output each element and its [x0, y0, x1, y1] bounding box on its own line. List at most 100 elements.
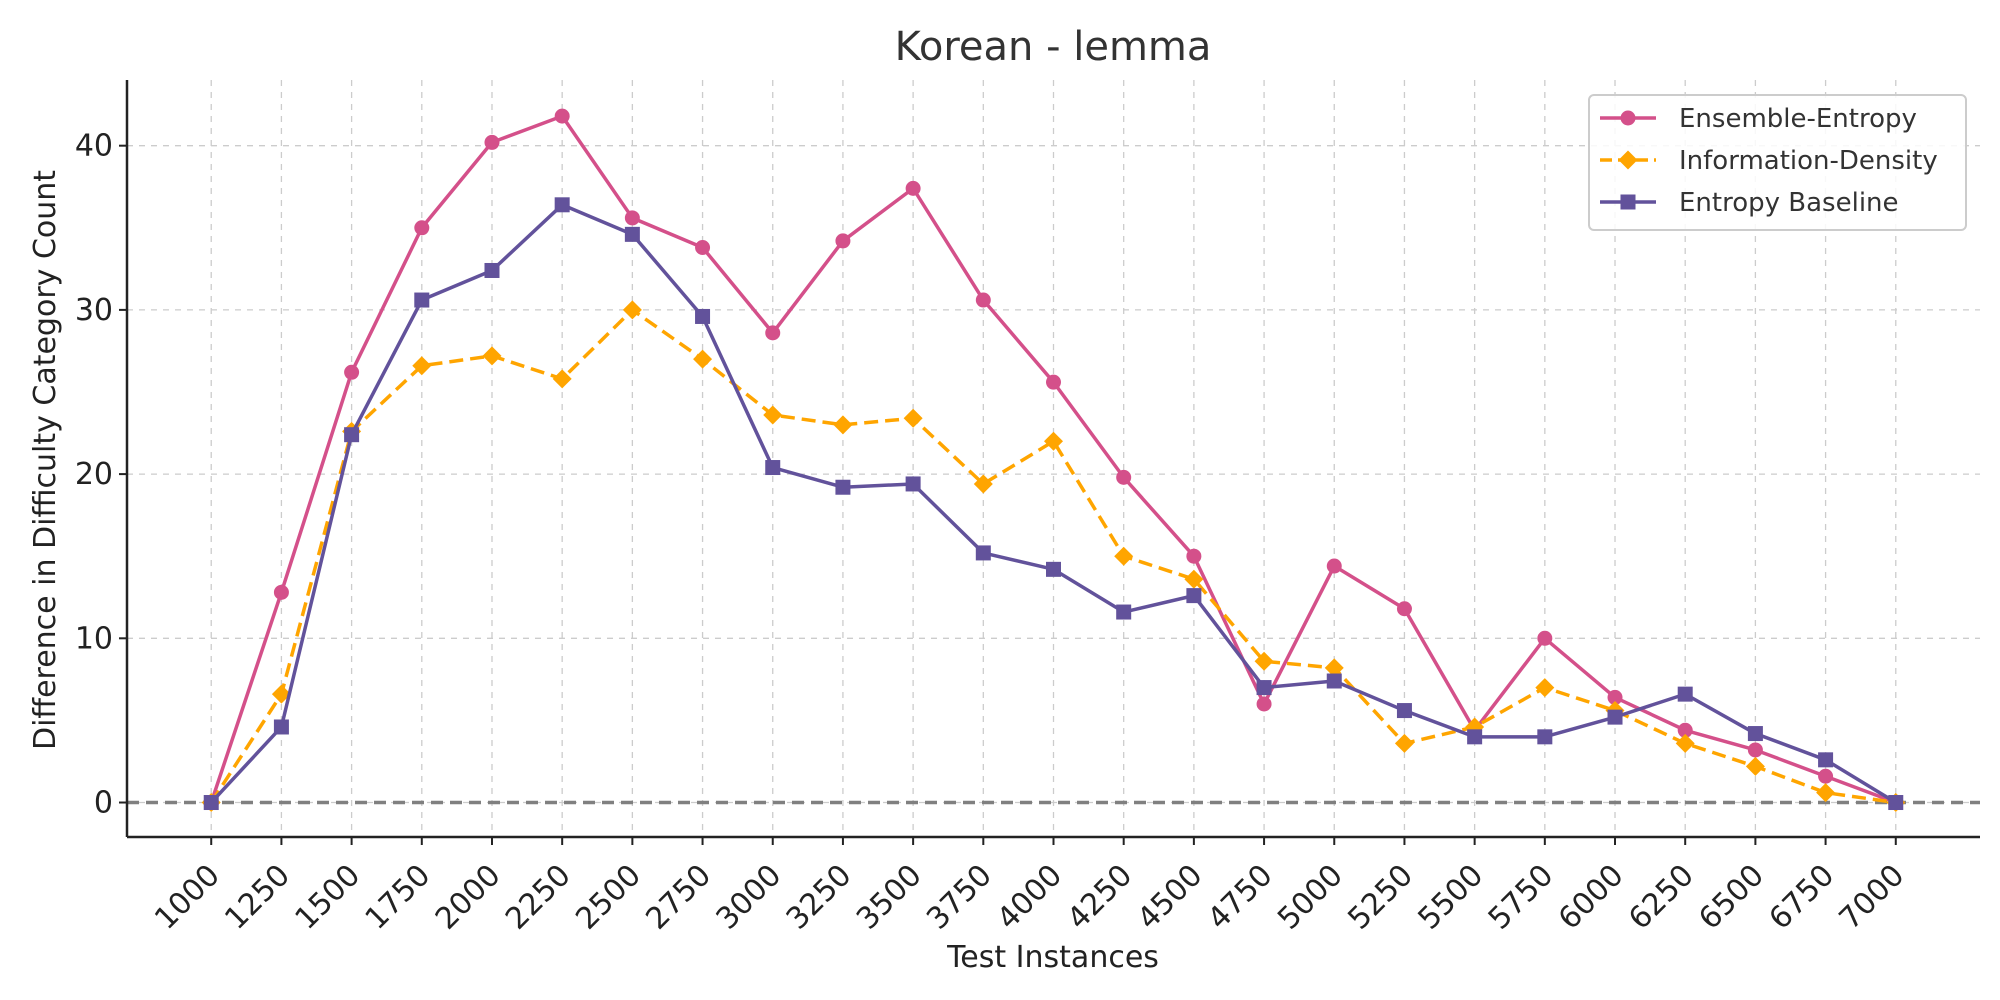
chart-title: Korean - lemma	[895, 24, 1212, 70]
legend-label: Entropy Baseline	[1679, 188, 1899, 218]
y-tick-label: 30	[75, 293, 113, 328]
data-point	[622, 300, 642, 320]
y-axis-label: Difference in Difficulty Category Count	[28, 170, 63, 750]
data-point	[903, 408, 923, 428]
series-ensemble-entropy	[203, 108, 1904, 811]
x-tick-label: 3500	[850, 858, 929, 937]
data-point	[1607, 689, 1623, 705]
data-point	[1747, 742, 1763, 758]
data-point	[1745, 756, 1765, 776]
data-point	[905, 180, 921, 196]
data-point	[1326, 673, 1342, 689]
legend-label: Ensemble-Entropy	[1679, 104, 1917, 134]
data-point	[695, 308, 711, 324]
data-point	[1256, 680, 1272, 696]
data-point	[554, 197, 570, 213]
data-point	[1607, 709, 1623, 725]
data-point	[1186, 588, 1202, 604]
data-point	[414, 220, 430, 236]
x-tick-label: 1000	[148, 858, 227, 937]
legend-marker	[1620, 110, 1636, 126]
data-point	[835, 479, 851, 495]
legend-label: Information-Density	[1679, 146, 1938, 176]
data-point	[695, 239, 711, 255]
data-point	[1114, 546, 1134, 566]
data-point	[624, 226, 640, 242]
data-point	[1747, 726, 1763, 742]
data-point	[975, 545, 991, 561]
data-point	[203, 795, 219, 811]
data-point	[1184, 569, 1204, 589]
x-tick-label: 4000	[990, 858, 1069, 937]
x-tick-label: 2750	[639, 858, 718, 937]
legend-box	[1588, 94, 1967, 231]
y-tick-label: 40	[75, 129, 113, 164]
data-point	[1816, 783, 1836, 803]
data-point	[1537, 630, 1553, 646]
data-point	[1254, 651, 1274, 671]
series-entropy-baseline	[203, 197, 1904, 811]
data-point	[412, 356, 432, 376]
x-tick-label: 2500	[569, 858, 648, 937]
x-tick-label: 2250	[499, 858, 578, 937]
x-tick-label: 3750	[920, 858, 999, 937]
y-tick-label: 20	[75, 457, 113, 492]
data-point	[975, 292, 991, 308]
x-tick-label: 4250	[1061, 858, 1140, 937]
data-point	[833, 415, 853, 435]
data-point	[1467, 729, 1483, 745]
data-point	[835, 233, 851, 249]
data-point	[1116, 604, 1132, 620]
data-point	[1116, 469, 1132, 485]
legend-marker	[1618, 150, 1638, 170]
data-point	[765, 460, 781, 476]
data-point	[1186, 548, 1202, 564]
data-point	[552, 369, 572, 389]
y-tick-label: 0	[94, 786, 113, 821]
data-point	[973, 474, 993, 494]
data-point	[484, 134, 500, 150]
data-point	[905, 476, 921, 492]
data-point	[1326, 558, 1342, 574]
data-point	[1537, 729, 1553, 745]
data-point	[1046, 374, 1061, 390]
x-tick-label: 5750	[1482, 858, 1561, 937]
data-point	[1324, 658, 1344, 678]
series-layer	[201, 108, 1906, 813]
data-point	[273, 719, 289, 735]
x-tick-label: 1750	[359, 858, 438, 937]
y-tick-label: 10	[75, 621, 113, 656]
data-point	[1675, 733, 1695, 753]
data-point	[1818, 752, 1834, 768]
x-tick-label: 4750	[1201, 858, 1280, 937]
x-tick-label: 6250	[1622, 858, 1701, 937]
x-tick-label: 3250	[780, 858, 859, 937]
x-tick-label: 2000	[429, 858, 508, 937]
data-point	[1044, 431, 1063, 451]
x-tick-label: 1250	[218, 858, 297, 937]
data-point	[1535, 678, 1555, 698]
data-point	[1396, 703, 1412, 719]
x-tick-label: 6500	[1692, 858, 1771, 937]
x-tick-label: 7000	[1833, 858, 1912, 937]
x-axis-label: Test Instances	[946, 940, 1159, 975]
x-tick-label: 6750	[1762, 858, 1841, 937]
data-point	[344, 364, 360, 380]
ticks-layer: 1000125015001750200022502500275030003250…	[75, 129, 1912, 937]
data-point	[763, 405, 783, 425]
data-point	[765, 325, 781, 341]
data-point	[482, 346, 502, 366]
grid-layer	[127, 80, 1980, 837]
x-tick-label: 5000	[1271, 858, 1350, 937]
data-point	[271, 684, 291, 704]
x-tick-label: 6000	[1552, 858, 1631, 937]
x-tick-label: 1500	[289, 858, 368, 937]
data-point	[273, 584, 289, 600]
data-point	[484, 262, 500, 278]
data-point	[624, 210, 640, 226]
x-tick-label: 4500	[1131, 858, 1210, 937]
data-point	[344, 427, 360, 443]
data-point	[1046, 561, 1061, 577]
data-point	[1677, 686, 1693, 702]
data-point	[1818, 768, 1834, 784]
